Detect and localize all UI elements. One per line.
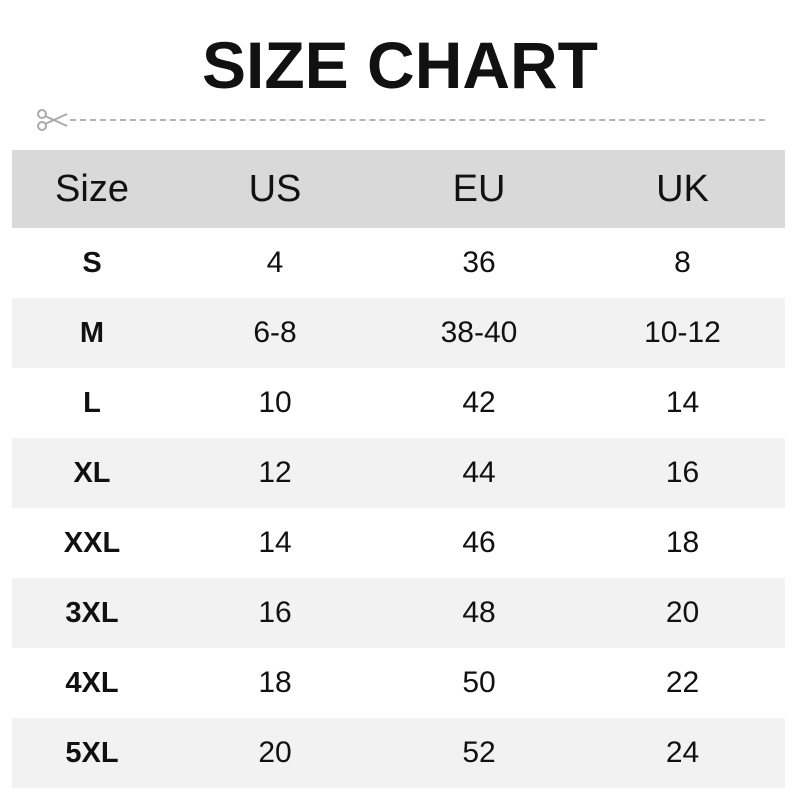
table-row: M 6-8 38-40 10-12	[12, 298, 785, 368]
cell-us: 18	[258, 666, 292, 699]
cell-eu: 36	[462, 246, 496, 279]
cell-us: 4	[266, 246, 284, 279]
cell-us: 6-8	[253, 316, 297, 349]
cell-eu: 46	[462, 526, 496, 559]
cell-size: 5XL	[65, 736, 119, 769]
page-title: SIZE CHART	[202, 28, 598, 102]
cell-us: 10	[258, 386, 292, 419]
cell-uk: 14	[665, 386, 700, 419]
cell-eu: 38-40	[440, 316, 518, 349]
cell-size: L	[83, 386, 101, 419]
cell-uk: 8	[674, 246, 691, 279]
table-row: 3XL 16 48 20	[12, 578, 785, 648]
cell-uk: 20	[665, 596, 700, 629]
cell-us: 12	[258, 456, 292, 489]
table-row: S 4 36 8	[12, 228, 785, 298]
header-uk: UK	[656, 167, 709, 210]
table-row: L 10 42 14	[12, 368, 785, 438]
cell-us: 16	[258, 596, 292, 629]
cell-eu: 48	[462, 596, 496, 629]
table-row: 5XL 20 52 24	[12, 718, 785, 788]
table-row: XL 12 44 16	[12, 438, 785, 508]
dashed-line	[70, 119, 765, 121]
cell-size: S	[82, 246, 102, 279]
cell-uk: 10-12	[644, 316, 721, 349]
scissors-icon	[37, 109, 68, 131]
table-row: 4XL 18 50 22	[12, 648, 785, 718]
header-eu: EU	[452, 167, 506, 210]
cell-size: XL	[73, 456, 111, 489]
cell-size: 4XL	[65, 666, 119, 699]
cell-size: XXL	[63, 526, 121, 559]
cell-uk: 16	[665, 456, 700, 489]
cell-size: M	[79, 316, 105, 349]
table-header: Size US EU UK	[12, 150, 785, 228]
cell-eu: 52	[462, 736, 496, 769]
cell-size: 3XL	[65, 596, 119, 629]
cell-eu: 42	[462, 386, 496, 419]
cell-us: 14	[258, 526, 292, 559]
cell-eu: 44	[462, 456, 496, 489]
size-table: Size US EU UK S 4 36 8 M 6-8 38-40 10-12 L 10 42 14…	[12, 150, 785, 788]
header-us: US	[248, 167, 302, 210]
cell-eu: 50	[462, 666, 496, 699]
cell-uk: 18	[665, 526, 700, 559]
table-row: XXL 14 46 18	[12, 508, 785, 578]
cell-uk: 22	[665, 666, 700, 699]
cut-line	[36, 106, 766, 134]
header-size: Size	[55, 167, 129, 210]
cell-us: 20	[258, 736, 292, 769]
cell-uk: 24	[665, 736, 700, 769]
